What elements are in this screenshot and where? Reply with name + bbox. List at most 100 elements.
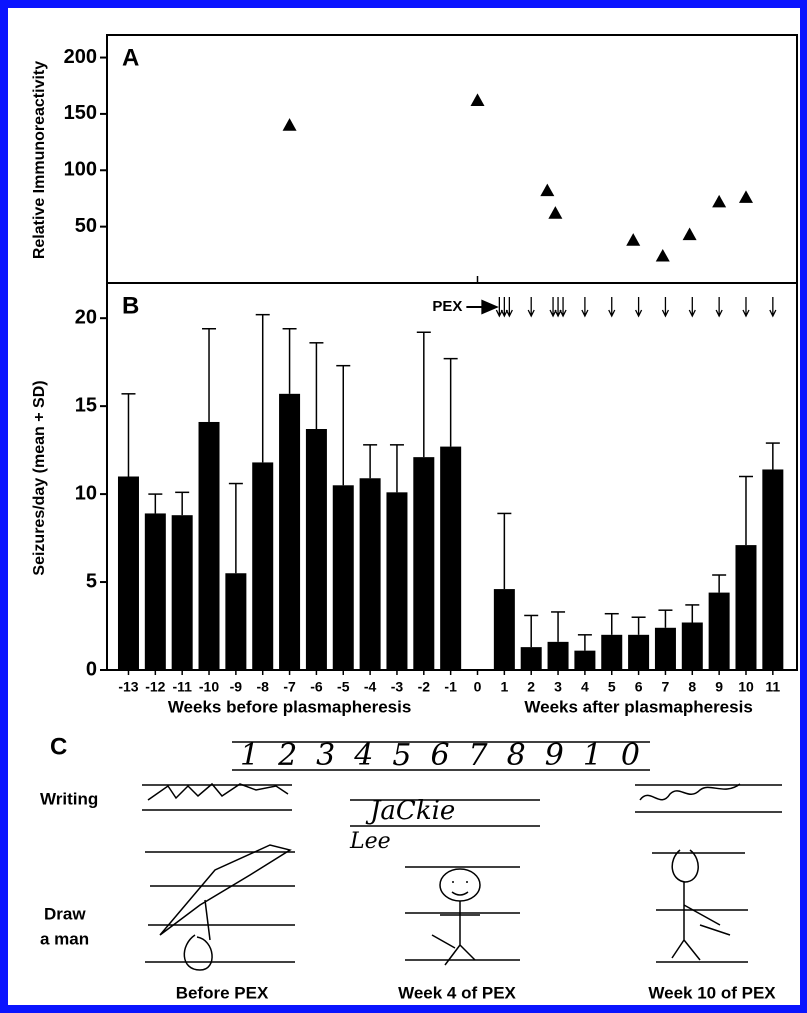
bar bbox=[117, 476, 139, 670]
x-tick-label: -2 bbox=[418, 679, 431, 695]
bar bbox=[601, 634, 623, 670]
x-tick-label: -7 bbox=[283, 679, 296, 695]
caption: Before PEX bbox=[176, 983, 269, 1002]
bar bbox=[440, 446, 462, 670]
x-tick-label: -4 bbox=[364, 679, 377, 695]
y-tick-label: 100 bbox=[64, 159, 97, 181]
bar bbox=[279, 393, 301, 670]
bar bbox=[628, 634, 650, 670]
pex-arrow bbox=[505, 297, 513, 318]
x-tick-label: -6 bbox=[310, 679, 323, 695]
point bbox=[548, 206, 563, 219]
panel-label: B bbox=[122, 292, 139, 319]
y-tick-label: 150 bbox=[64, 102, 97, 124]
x-tick-label: 1 bbox=[500, 679, 508, 695]
annotation: PEX bbox=[432, 298, 462, 315]
x-tick-label: 7 bbox=[662, 679, 670, 695]
y-axis-label: Seizures/day (mean + SD) bbox=[31, 380, 48, 575]
pex-arrow bbox=[559, 297, 567, 318]
bar bbox=[171, 515, 193, 670]
bar bbox=[735, 545, 757, 670]
pex-arrow bbox=[554, 297, 562, 318]
bar bbox=[225, 573, 247, 670]
x-tick-label: 0 bbox=[474, 679, 482, 695]
bar bbox=[681, 622, 703, 670]
x-tick-label: -9 bbox=[230, 679, 243, 695]
x-tick-label: 11 bbox=[765, 679, 780, 695]
bar bbox=[305, 429, 327, 670]
pex-arrow bbox=[495, 297, 503, 318]
caption: Week 4 of PEX bbox=[398, 983, 516, 1002]
pex-arrow bbox=[635, 297, 643, 318]
pex-arrow bbox=[769, 297, 777, 318]
panel-label: C bbox=[50, 733, 67, 760]
x-tick-label: 3 bbox=[554, 679, 562, 695]
bar bbox=[574, 650, 596, 670]
bar bbox=[198, 421, 220, 670]
x-tick-label: -10 bbox=[199, 679, 219, 695]
point bbox=[682, 227, 697, 241]
bar bbox=[520, 647, 542, 670]
pex-arrow bbox=[715, 297, 723, 318]
bar bbox=[386, 492, 408, 670]
bar bbox=[654, 627, 676, 670]
point bbox=[282, 118, 297, 131]
x-tick-label: -12 bbox=[145, 679, 165, 695]
x-axis-label: Weeks before plasmapheresis bbox=[168, 697, 411, 716]
bar bbox=[332, 485, 354, 670]
bar bbox=[252, 462, 274, 670]
y-axis-label: Relative Immunoreactivity bbox=[31, 61, 48, 259]
x-tick-label: 10 bbox=[738, 679, 754, 695]
x-tick-label: -13 bbox=[118, 679, 138, 695]
y-tick-label: 20 bbox=[75, 306, 97, 328]
bar bbox=[359, 478, 381, 670]
row-label: a man bbox=[40, 929, 89, 948]
pex-arrow bbox=[661, 297, 670, 318]
point bbox=[540, 183, 555, 197]
bar bbox=[708, 592, 730, 670]
x-tick-label: 5 bbox=[608, 679, 616, 695]
y-tick-label: 50 bbox=[75, 215, 97, 237]
point bbox=[626, 233, 641, 246]
y-tick-label: 5 bbox=[86, 570, 97, 592]
y-tick-label: 200 bbox=[64, 46, 97, 68]
bar bbox=[413, 457, 435, 670]
row-label: Writing bbox=[40, 789, 98, 808]
x-tick-label: 4 bbox=[581, 679, 589, 695]
x-tick-label: 6 bbox=[635, 679, 643, 695]
x-tick-label: -3 bbox=[391, 679, 404, 695]
x-tick-label: 8 bbox=[688, 679, 696, 695]
bar bbox=[144, 513, 166, 670]
bar bbox=[762, 469, 784, 670]
bar bbox=[493, 589, 515, 670]
pex-arrow bbox=[581, 297, 589, 318]
panel-label: A bbox=[122, 44, 139, 71]
handwriting-lines bbox=[142, 741, 782, 971]
x-tick-label: -1 bbox=[444, 679, 457, 695]
x-tick-label: -8 bbox=[256, 679, 269, 695]
point bbox=[712, 194, 727, 208]
x-tick-label: -11 bbox=[172, 679, 192, 695]
annotation-arrow bbox=[466, 299, 499, 315]
x-tick-label: -5 bbox=[337, 679, 350, 695]
pex-arrow bbox=[608, 297, 616, 318]
y-tick-label: 15 bbox=[75, 394, 97, 416]
pex-arrow bbox=[688, 297, 696, 318]
pex-arrow bbox=[500, 297, 508, 318]
pex-arrow bbox=[527, 297, 535, 318]
x-axis-label: Weeks after plasmapheresis bbox=[524, 697, 752, 716]
handwriting: Lee bbox=[349, 829, 391, 854]
pex-arrow bbox=[549, 297, 557, 318]
bar bbox=[547, 641, 569, 670]
y-tick-label: 10 bbox=[75, 482, 97, 504]
handwriting: JaCkie bbox=[365, 796, 455, 826]
point bbox=[470, 93, 485, 106]
pex-arrow bbox=[742, 297, 750, 318]
row-label: Draw bbox=[44, 904, 86, 923]
point bbox=[738, 190, 753, 203]
x-tick-label: 2 bbox=[527, 679, 535, 695]
point bbox=[655, 248, 670, 262]
y-tick-label: 0 bbox=[86, 658, 97, 680]
caption: Week 10 of PEX bbox=[648, 983, 776, 1002]
